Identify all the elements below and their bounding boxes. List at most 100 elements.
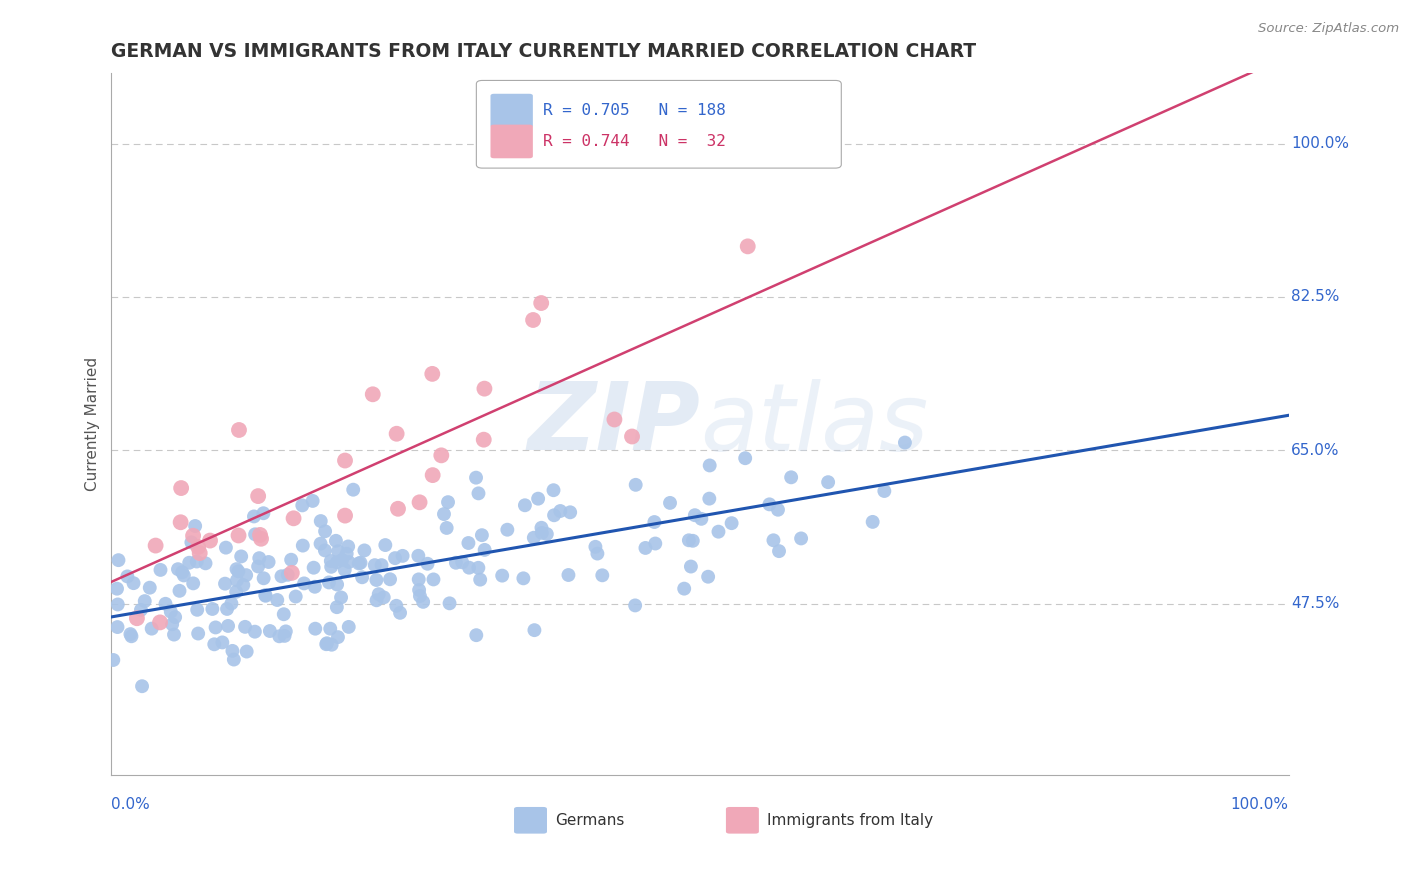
Point — [243, 527, 266, 541]
FancyBboxPatch shape — [491, 125, 533, 158]
Point — [474, 382, 496, 396]
Point — [319, 554, 342, 568]
Point — [321, 638, 343, 652]
Point — [247, 559, 270, 574]
Point — [225, 562, 247, 576]
Point — [353, 543, 375, 558]
Point — [202, 637, 225, 651]
Point — [737, 239, 759, 253]
Point — [361, 387, 384, 401]
Point — [634, 541, 657, 555]
Point — [187, 626, 209, 640]
Point — [304, 622, 326, 636]
Point — [333, 453, 356, 467]
Point — [165, 610, 187, 624]
Point — [474, 542, 496, 557]
Point — [259, 624, 281, 638]
Point — [550, 504, 572, 518]
Point — [333, 508, 356, 523]
Point — [659, 496, 682, 510]
Point — [384, 551, 406, 566]
Point — [269, 629, 291, 643]
Point — [471, 528, 494, 542]
Point — [586, 547, 609, 561]
Text: atlas: atlas — [700, 378, 928, 469]
Point — [225, 574, 247, 588]
Point — [103, 653, 125, 667]
Point — [391, 549, 413, 563]
Text: Immigrants from Italy: Immigrants from Italy — [768, 813, 934, 828]
Point — [201, 602, 224, 616]
Point — [253, 571, 276, 585]
Point — [337, 540, 360, 554]
Text: Germans: Germans — [555, 813, 624, 828]
Point — [591, 568, 613, 582]
Point — [141, 622, 163, 636]
Point — [222, 652, 245, 666]
Point — [187, 540, 209, 554]
Point — [408, 573, 430, 587]
Point — [530, 521, 553, 535]
Point — [155, 597, 177, 611]
Point — [309, 537, 332, 551]
Point — [430, 448, 453, 462]
Point — [682, 533, 704, 548]
Point — [433, 507, 456, 521]
Point — [336, 547, 359, 561]
Point — [280, 553, 302, 567]
Text: 100.0%: 100.0% — [1291, 136, 1348, 151]
Point — [862, 515, 884, 529]
Point — [325, 533, 347, 548]
Point — [273, 629, 295, 643]
Point — [408, 495, 430, 509]
Text: 47.5%: 47.5% — [1291, 596, 1340, 611]
Point — [247, 551, 270, 566]
Point — [167, 562, 190, 576]
Point — [159, 605, 181, 619]
Point — [277, 567, 299, 582]
Point — [235, 568, 257, 582]
Point — [315, 637, 337, 651]
Point — [105, 582, 128, 596]
Point — [527, 491, 550, 506]
Point — [422, 573, 444, 587]
Point — [309, 514, 332, 528]
Point — [352, 570, 374, 584]
Point — [254, 588, 277, 602]
Point — [302, 560, 325, 574]
Point — [817, 475, 839, 490]
FancyBboxPatch shape — [725, 807, 759, 834]
Point — [465, 628, 488, 642]
Point — [699, 458, 721, 473]
Point — [349, 556, 371, 570]
FancyBboxPatch shape — [491, 94, 533, 128]
Point — [768, 544, 790, 558]
Point — [301, 494, 323, 508]
Point — [543, 508, 565, 523]
Point — [536, 527, 558, 541]
Point — [169, 583, 191, 598]
Point — [678, 533, 700, 548]
Point — [758, 497, 780, 511]
Point — [326, 577, 349, 591]
Point — [457, 536, 479, 550]
Point — [790, 532, 813, 546]
Point — [186, 555, 208, 569]
Y-axis label: Currently Married: Currently Married — [86, 357, 100, 491]
Point — [249, 528, 271, 542]
Point — [145, 539, 167, 553]
Point — [291, 539, 314, 553]
Point — [257, 555, 280, 569]
Point — [169, 515, 191, 529]
Point — [347, 557, 370, 571]
Text: R = 0.744   N =  32: R = 0.744 N = 32 — [544, 134, 727, 149]
Point — [326, 555, 349, 569]
Text: R = 0.705   N = 188: R = 0.705 N = 188 — [544, 103, 727, 118]
Point — [370, 558, 392, 573]
Point — [643, 515, 665, 529]
Point — [243, 624, 266, 639]
Point — [254, 589, 277, 603]
Point — [291, 499, 314, 513]
Point — [366, 593, 388, 607]
Point — [134, 594, 156, 608]
